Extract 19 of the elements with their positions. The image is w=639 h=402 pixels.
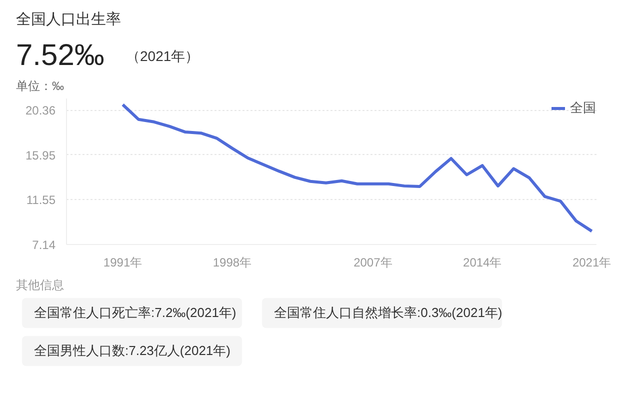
line-series — [121, 103, 594, 233]
x-tick-label: 1991年 — [103, 256, 142, 270]
x-tick-label: 2007年 — [354, 256, 392, 270]
y-tick-label: 7.14 — [32, 238, 56, 252]
y-tick-label: 11.55 — [26, 193, 56, 208]
y-axis-title: 单位：‰ — [16, 78, 64, 94]
legend-label: 全国 — [570, 99, 596, 117]
y-tick-label: 20.36 — [25, 104, 56, 118]
text: 全国常住人口死亡率:7.2‰(2021年) — [34, 304, 236, 322]
text: 全国常住人口自然增长率:0.3‰(2021年) — [274, 304, 502, 322]
text: （2021年） — [126, 47, 200, 66]
text: 7.52‰ — [16, 38, 104, 74]
text: 其他信息 — [16, 277, 64, 294]
x-tick-label: 1998年 — [212, 256, 252, 270]
text: 全国男性人口数:7.23亿人(2021年) — [34, 342, 230, 360]
x-tick-label: 2014年 — [463, 256, 502, 270]
chart-title: 全国人口出生率 — [16, 10, 121, 30]
y-tick-label: 15.95 — [25, 148, 56, 162]
x-tick-label: 2021年 — [572, 256, 612, 270]
